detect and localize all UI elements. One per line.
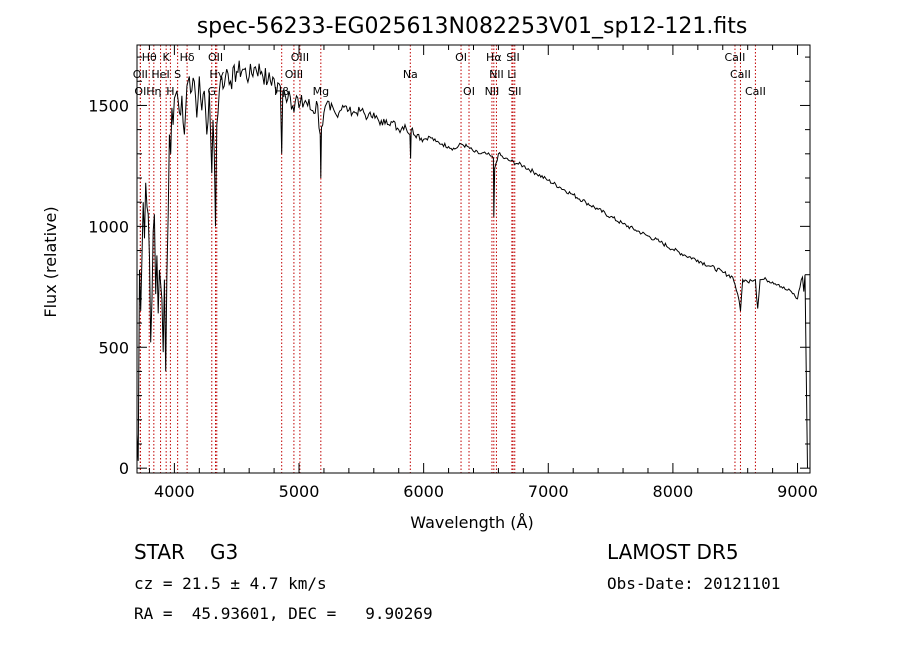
line-marker-label-19: Hη [146,85,161,98]
line-marker-label-12: S [174,68,181,81]
line-marker-label-4: OIII [291,51,309,64]
line-marker-label-6: OI [455,51,467,64]
line-marker-label-15: NII [489,68,504,81]
x-tick-label-5: 9000 [777,482,818,501]
x-axis-title: Wavelength (Å) [410,513,533,532]
line-marker-label-0: Hθ [142,51,157,64]
x-tick-label-1: 5000 [279,482,320,501]
observation-date: Obs-Date: 20121101 [607,574,781,593]
line-marker-label-5: Na [403,68,418,81]
line-marker-label-27: CaII [745,85,766,98]
plot-frame [136,44,811,474]
line-marker-label-10: OII [133,68,148,81]
x-tick-label-2: 6000 [403,482,444,501]
x-tick-label-4: 8000 [653,482,694,501]
spectrum-line [136,60,808,469]
sky-coordinates: RA = 45.93601, DEC = 9.90269 [134,604,433,623]
line-marker-label-3: OII [208,51,223,64]
line-marker-label-26: SII [508,85,521,98]
redshift-velocity: cz = 21.5 ± 4.7 km/s [134,574,327,593]
y-tick-label-2: 1000 [88,217,129,236]
y-tick-label-1: 500 [98,338,129,357]
y-tick-label-3: 1500 [88,96,129,115]
line-marker-label-23: Mg [313,85,329,98]
y-tick-label-0: 0 [119,459,129,478]
line-marker-label-11: HeI [151,68,169,81]
x-tick-label-0: 4000 [154,482,195,501]
emission-line-markers [139,45,756,473]
line-marker-label-14: OIII [285,68,303,81]
y-axis-title: Flux (relative) [41,206,60,317]
line-marker-label-7: Hα [486,51,502,64]
line-marker-label-24: OI [463,85,475,98]
line-marker-label-20: H [166,85,174,98]
x-tick-label-3: 7000 [528,482,569,501]
survey-name: LAMOST DR5 [607,540,739,564]
line-marker-label-21: G [208,85,217,98]
line-marker-label-8: SII [506,51,519,64]
y-axis-ticks: 0 500 1000 1500 [88,56,810,478]
line-marker-label-17: CaII [730,68,751,81]
line-marker-label-1: K [163,51,171,64]
object-subclass: G3 [210,540,239,564]
line-marker-label-2: Hδ [180,51,195,64]
line-marker-label-16: Li [507,68,516,81]
line-marker-label-18: OI [134,85,146,98]
line-marker-label-9: CaII [725,51,746,64]
spectrum-chart: spec-56233-EG025613N082253V01_sp12-121.f… [41,14,818,532]
x-axis-ticks: 4000 5000 6000 7000 8000 9000 [148,45,818,501]
chart-title: spec-56233-EG025613N082253V01_sp12-121.f… [197,14,748,39]
object-class: STAR [134,540,185,564]
line-marker-label-25: NII [485,85,500,98]
